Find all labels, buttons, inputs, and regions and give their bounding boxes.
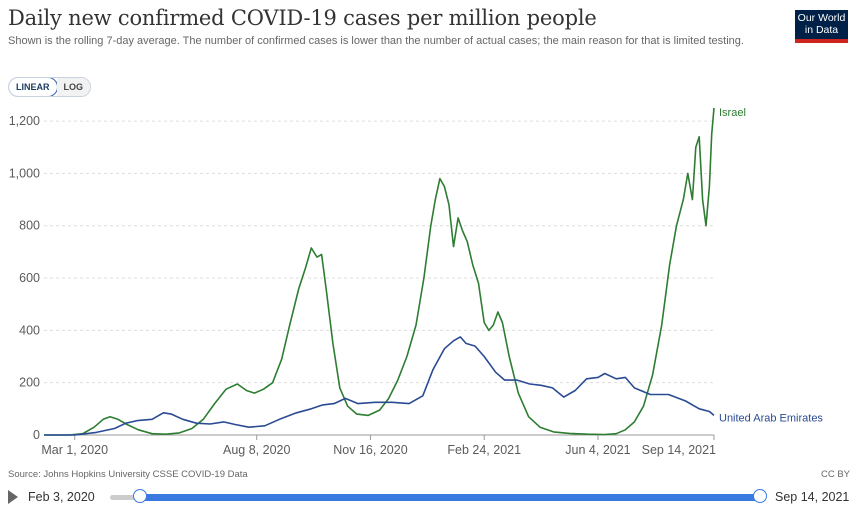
timeline-end-label: Sep 14, 2021 bbox=[775, 490, 850, 504]
series-label: United Arab Emirates bbox=[719, 412, 823, 424]
x-tick-label: Aug 8, 2020 bbox=[223, 443, 290, 457]
series-lines bbox=[44, 107, 715, 436]
source-note: Source: Johns Hopkins University CSSE CO… bbox=[8, 469, 248, 480]
logo-line-1: Our World bbox=[797, 12, 846, 24]
grid-lines bbox=[44, 120, 714, 436]
y-tick-label: 600 bbox=[19, 271, 40, 285]
chart-title: Daily new confirmed COVID-19 cases per m… bbox=[8, 6, 597, 30]
x-tick-label: Nov 16, 2020 bbox=[333, 443, 407, 457]
scale-toggle: LINEAR LOG bbox=[8, 77, 91, 97]
timeline-start-label: Feb 3, 2020 bbox=[28, 490, 95, 504]
play-icon[interactable] bbox=[8, 490, 18, 504]
series-line-united-arab-emirates bbox=[44, 336, 715, 436]
timeline-selected-range[interactable] bbox=[140, 494, 760, 501]
logo-accent-bar bbox=[795, 39, 848, 43]
timeline-start-handle[interactable] bbox=[133, 489, 147, 503]
y-tick-label: 0 bbox=[33, 428, 40, 442]
timeline: Feb 3, 2020 Sep 14, 2021 bbox=[0, 484, 862, 510]
log-scale-button[interactable]: LOG bbox=[56, 78, 90, 96]
y-tick-label: 1,200 bbox=[9, 114, 40, 128]
y-axis-ticks: 0 200 400 600 800 1,000 1,200 bbox=[9, 114, 40, 442]
y-tick-label: 800 bbox=[19, 219, 40, 233]
x-tick-label: Mar 1, 2020 bbox=[41, 443, 108, 457]
y-tick-label: 200 bbox=[19, 376, 40, 390]
y-tick-label: 1,000 bbox=[9, 166, 40, 180]
x-tick-label: Sep 14, 2021 bbox=[642, 443, 716, 457]
series-labels: Israel United Arab Emirates bbox=[719, 107, 823, 424]
license-note[interactable]: CC BY bbox=[820, 469, 850, 480]
y-tick-label: 400 bbox=[19, 323, 40, 337]
x-axis-ticks: Mar 1, 2020 Aug 8, 2020 Nov 16, 2020 Feb 24… bbox=[41, 435, 716, 457]
chart-subtitle: Shown is the rolling 7-day average. The … bbox=[8, 35, 744, 47]
owid-logo[interactable]: Our World in Data bbox=[795, 10, 848, 43]
x-tick-label: Feb 24, 2021 bbox=[447, 443, 521, 457]
timeline-track-background[interactable] bbox=[110, 495, 140, 500]
line-chart: 0 200 400 600 800 1,000 1,200 Mar 1, 2020 Aug 8… bbox=[9, 107, 824, 457]
logo-line-2: in Data bbox=[804, 24, 839, 36]
series-line-israel bbox=[44, 107, 715, 436]
x-tick-label: Jun 4, 2021 bbox=[565, 443, 630, 457]
timeline-end-handle[interactable] bbox=[753, 489, 767, 503]
series-label: Israel bbox=[719, 107, 746, 119]
